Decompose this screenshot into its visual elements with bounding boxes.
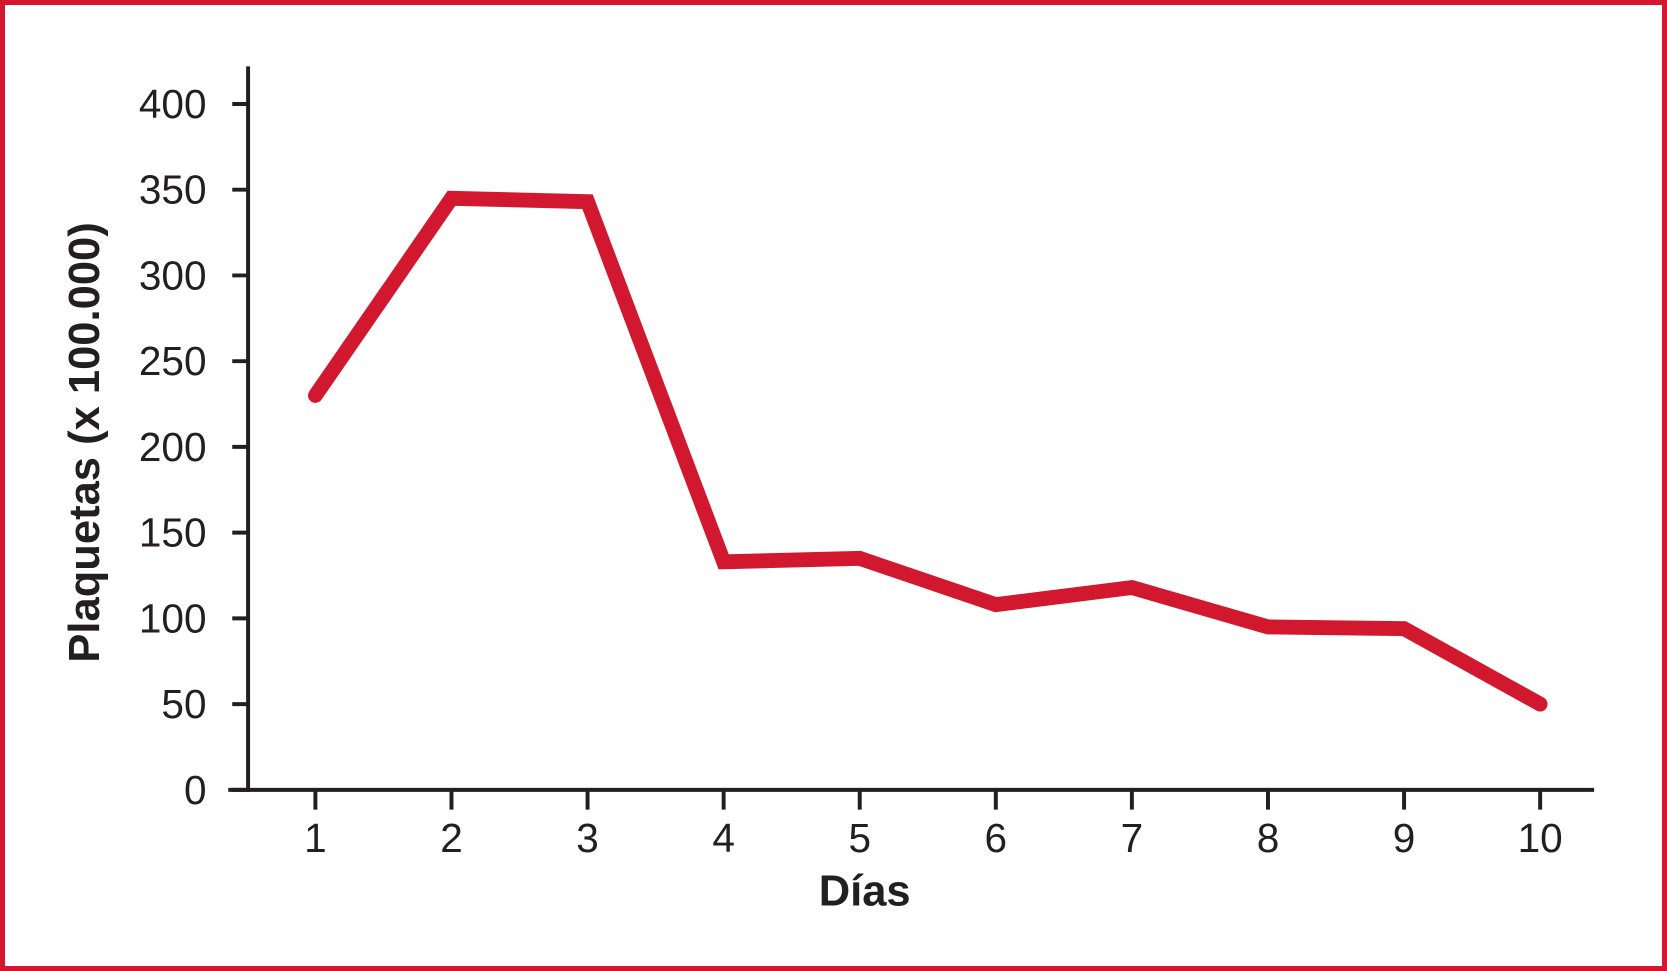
axes (228, 66, 1595, 792)
y-tick-label: 150 (139, 510, 207, 556)
platelet-count-line (307, 190, 1548, 712)
y-axis-title: Plaquetas (x 100.000) (61, 222, 109, 662)
y-tick-label: 50 (161, 681, 206, 727)
y-tick-label: 0 (184, 767, 207, 813)
y-tick-label: 350 (139, 167, 207, 213)
y-tick-label: 250 (139, 338, 207, 384)
x-tick-label: 7 (1121, 815, 1144, 861)
x-tick-label: 6 (985, 815, 1008, 861)
x-tick-label: 5 (848, 815, 871, 861)
axis-ticks: 0 50 100 150 200 250 300 350 400 1 2 3 4 5 6 7 8 9 10 (139, 81, 1563, 861)
y-tick-label: 100 (139, 595, 207, 641)
x-tick-label: 4 (712, 815, 735, 861)
y-tick-label: 300 (139, 252, 207, 298)
x-tick-label: 1 (304, 815, 327, 861)
y-tick-label: 400 (139, 81, 207, 127)
y-tick-label: 200 (139, 424, 207, 470)
platelet-line-chart: 0 50 100 150 200 250 300 350 400 1 2 3 4 5 6 7 8 9 10 Días… (61, 66, 1595, 916)
x-tick-label: 9 (1393, 815, 1416, 861)
x-tick-label: 2 (440, 815, 463, 861)
data-series (307, 190, 1548, 712)
x-tick-label: 3 (576, 815, 599, 861)
x-tick-label: 8 (1257, 815, 1280, 861)
x-axis-title: Días (819, 868, 911, 916)
x-tick-label: 10 (1518, 815, 1563, 861)
